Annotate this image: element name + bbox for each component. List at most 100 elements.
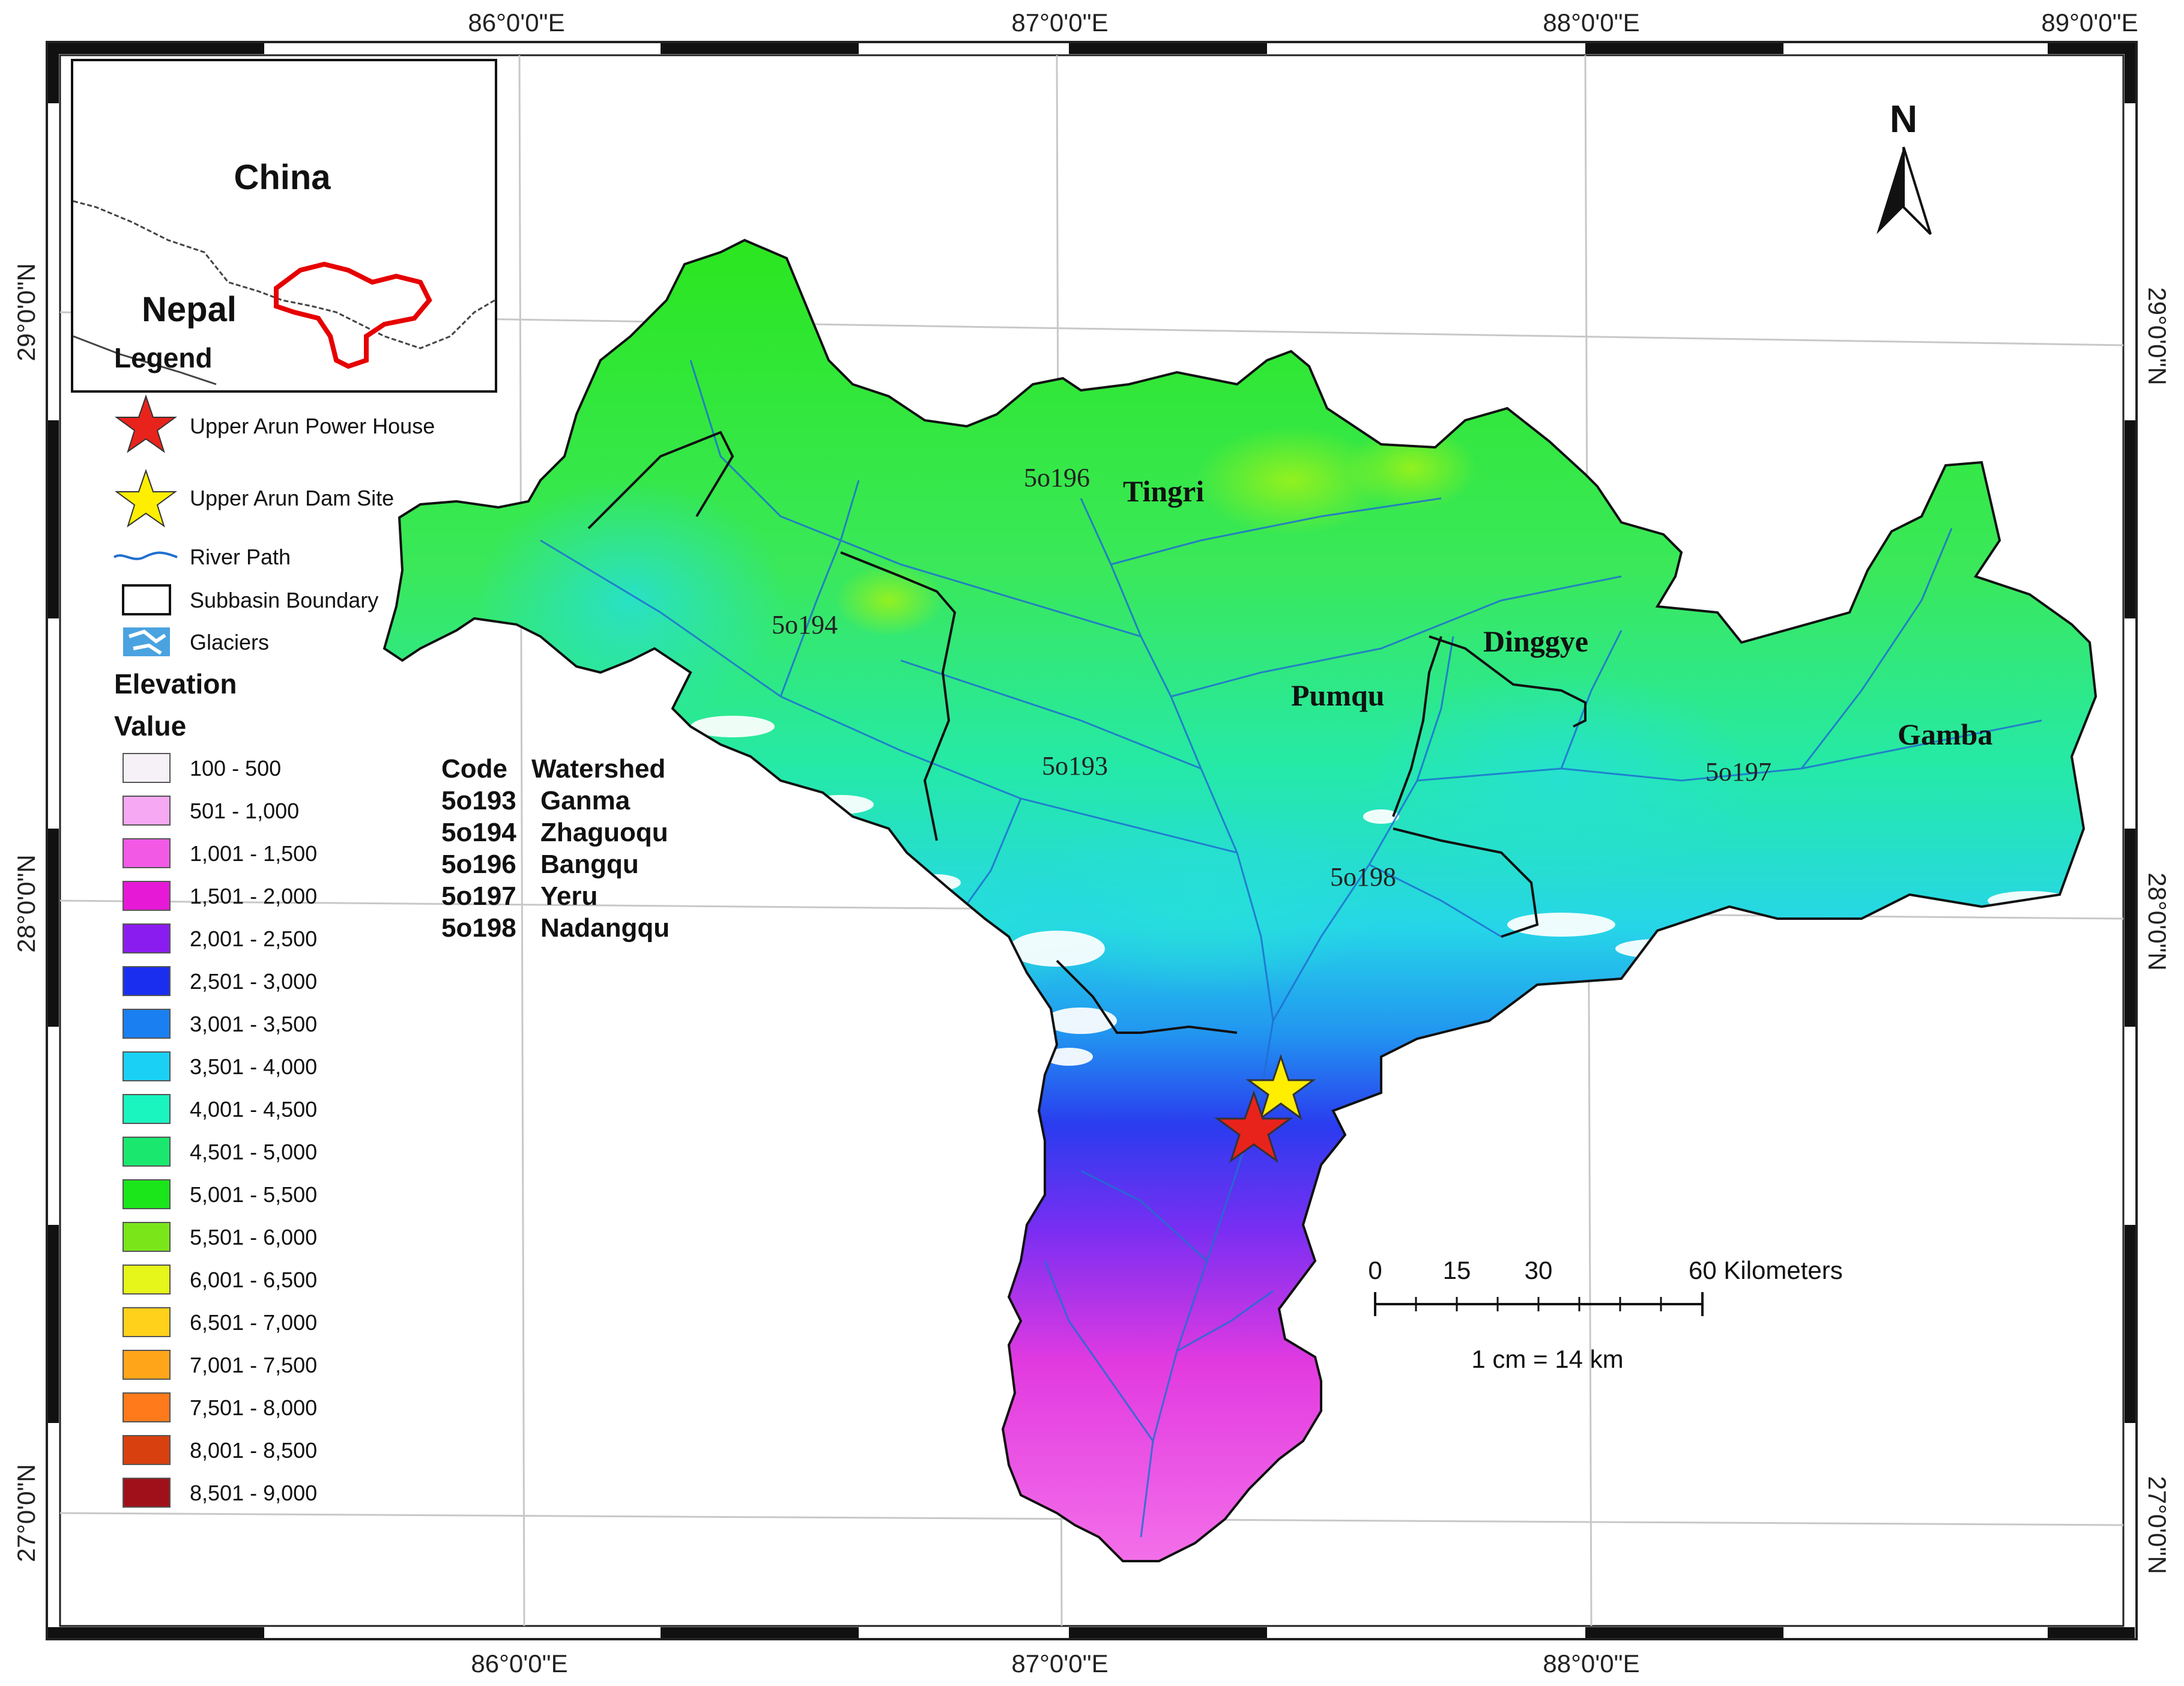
elevation-class-label: 3,501 - 4,000 [190, 1054, 317, 1079]
inset-label-nepal: Nepal [142, 290, 237, 329]
power-house-legend-icon [114, 394, 178, 453]
elevation-swatch [123, 1478, 171, 1508]
elevation-class-label: 3,001 - 3,500 [190, 1012, 317, 1036]
table-code-3: 5o196 [441, 850, 516, 879]
left-lat-1: 29°0'0"N [12, 263, 40, 361]
bottom-lon-2: 87°0'0"E [1011, 1649, 1108, 1678]
dam-site-marker-icon [1245, 1054, 1316, 1120]
elevation-class-label: 6,501 - 7,000 [190, 1310, 317, 1335]
power-house-marker-icon [1214, 1090, 1293, 1163]
dam-site-legend-icon [114, 468, 178, 528]
scale-tick-60: 60 Kilometers [1689, 1256, 1843, 1284]
elevation-swatch [123, 753, 171, 783]
elevation-swatch [123, 1435, 171, 1465]
table-header-watershed: Watershed [531, 754, 665, 784]
elevation-swatch [123, 838, 171, 868]
north-arrow: N [1877, 97, 1932, 235]
elevation-class-label: 5,501 - 6,000 [190, 1225, 317, 1249]
table-name-5: Nadangqu [540, 913, 670, 943]
left-lat-2: 28°0'0"N [12, 854, 40, 953]
elevation-swatch [123, 1222, 171, 1252]
label-tingri: Tingri [1123, 474, 1204, 508]
bottom-lon-1: 86°0'0"E [471, 1649, 567, 1678]
table-code-1: 5o193 [441, 786, 516, 815]
elevation-swatch [123, 881, 171, 911]
elevation-swatch [123, 796, 171, 826]
top-lon-4: 89°0'0"E [2041, 8, 2138, 37]
inset-label-china: China [234, 158, 331, 197]
table-name-3: Bangqu [540, 850, 639, 879]
label-code-5o198: 5o198 [1330, 862, 1396, 892]
inset-basin-outline [274, 261, 432, 369]
scale-ratio: 1 cm = 14 km [1471, 1345, 1623, 1373]
map-labels: Tingri Dinggye Pumqu Gamba 5o196 5o194 5… [772, 463, 1992, 892]
table-name-2: Zhaguoqu [540, 818, 668, 847]
legend: Legend Upper Arun Power House Upper Arun… [113, 342, 435, 1508]
elevation-class-label: 2,501 - 3,000 [190, 969, 317, 994]
right-lat-3: 27°0'0"N [2143, 1476, 2171, 1574]
elevation-swatch [123, 966, 171, 996]
label-code-5o194: 5o194 [772, 610, 838, 639]
elevation-class-label: 8,001 - 8,500 [190, 1438, 317, 1463]
elevation-swatch [123, 1307, 171, 1337]
elevation-swatch [123, 1137, 171, 1167]
table-name-1: Ganma [540, 786, 631, 815]
elevation-class-label: 2,001 - 2,500 [190, 926, 317, 951]
elevation-class-label: 1,501 - 2,000 [190, 884, 317, 908]
scale-tick-0: 0 [1368, 1256, 1382, 1284]
inset-map: China Nepal [71, 59, 497, 393]
elevation-swatch [123, 1094, 171, 1124]
elevation-swatch [123, 1392, 171, 1422]
river-legend-icon [113, 551, 178, 560]
inset-border-line [73, 200, 495, 349]
elevation-swatch [123, 1264, 171, 1295]
scale-tick-30: 30 [1525, 1256, 1553, 1284]
north-label: N [1890, 97, 1917, 140]
elevation-swatch [123, 1179, 171, 1209]
elevation-swatch [123, 923, 171, 953]
elevation-swatch [123, 1350, 171, 1380]
elevation-class-label: 1,001 - 1,500 [190, 841, 317, 866]
top-lon-1: 86°0'0"E [468, 8, 564, 37]
label-code-5o196: 5o196 [1024, 463, 1090, 492]
bottom-lon-3: 88°0'0"E [1543, 1649, 1639, 1678]
elevation-class-label: 501 - 1,000 [190, 799, 299, 823]
coordinate-labels: 86°0'0"E 87°0'0"E 88°0'0"E 89°0'0"E 86°0… [12, 8, 2171, 1678]
label-code-5o197: 5o197 [1705, 757, 1771, 787]
site-markers [1214, 1054, 1316, 1163]
elevation-class-list: 100 - 500 501 - 1,000 1,001 - 1,500 1,501 -… [123, 753, 317, 1508]
elevation-class-label: 4,501 - 5,000 [190, 1140, 317, 1164]
elevation-swatch [123, 1051, 171, 1081]
elevation-class-label: 7,001 - 7,500 [190, 1353, 317, 1377]
table-header-code: Code [441, 754, 507, 784]
right-lat-2: 28°0'0"N [2143, 872, 2171, 971]
legend-item-river: River Path [190, 545, 291, 569]
top-lon-2: 87°0'0"E [1011, 8, 1108, 37]
watershed-table: Code Watershed 5o193 Ganma 5o194 Zhaguoq… [441, 754, 670, 943]
north-arrow-icon [1877, 147, 1904, 234]
left-lat-3: 27°0'0"N [12, 1464, 40, 1562]
elevation-class-label: 6,001 - 6,500 [190, 1268, 317, 1292]
legend-title: Legend [114, 342, 213, 373]
table-name-4: Yeru [540, 881, 597, 911]
elevation-swatch [123, 1009, 171, 1039]
table-code-5: 5o198 [441, 913, 516, 943]
elevation-class-label: 100 - 500 [190, 756, 281, 781]
elevation-class-label: 7,501 - 8,000 [190, 1395, 317, 1420]
table-code-4: 5o197 [441, 881, 516, 911]
subbasin-boundaries [587, 431, 1587, 1034]
top-lon-3: 88°0'0"E [1543, 8, 1639, 37]
scale-bar: 0 15 30 60 Kilometers 1 cm = 14 km [1368, 1256, 1842, 1373]
elevation-class-label: 4,001 - 4,500 [190, 1097, 317, 1122]
legend-item-subbasin: Subbasin Boundary [190, 588, 378, 612]
right-lat-1: 29°0'0"N [2143, 287, 2171, 385]
scale-tick-15: 15 [1443, 1256, 1471, 1284]
legend-item-glaciers: Glaciers [190, 630, 269, 654]
label-dinggye: Dinggye [1483, 624, 1588, 658]
legend-item-power-house: Upper Arun Power House [190, 414, 435, 438]
legend-item-dam-site: Upper Arun Dam Site [190, 486, 394, 510]
river-network [540, 360, 2042, 1538]
elevation-class-label: 5,001 - 5,500 [190, 1182, 317, 1207]
label-code-5o193: 5o193 [1042, 751, 1108, 781]
